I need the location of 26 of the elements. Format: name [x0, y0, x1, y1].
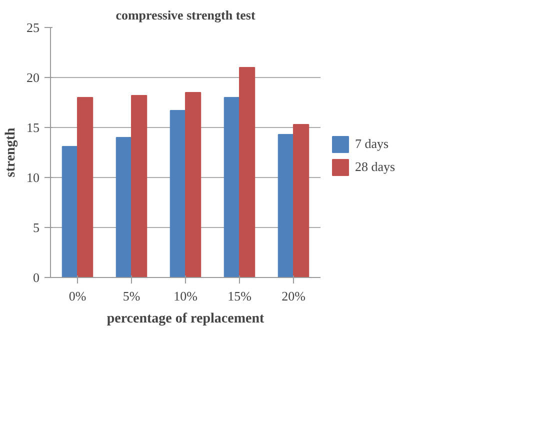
bar — [278, 134, 294, 278]
bar — [77, 97, 94, 278]
y-tick-label: 15 — [26, 120, 40, 135]
x-tick-label: 15% — [228, 288, 252, 304]
x-tick-label: 0% — [68, 288, 86, 304]
y-tick-label: 10 — [26, 170, 40, 185]
legend-label: 7 days — [355, 136, 389, 152]
x-axis-title: percentage of replacement — [106, 312, 264, 326]
bar — [131, 95, 148, 278]
y-tick-label: 0 — [33, 270, 40, 285]
y-tick-label: 25 — [26, 20, 40, 35]
bar — [62, 146, 78, 278]
bar — [239, 67, 256, 278]
y-tick-label: 20 — [26, 70, 40, 85]
bar — [293, 124, 310, 278]
bar — [116, 137, 132, 278]
bar — [224, 97, 240, 278]
x-tick-label: 10% — [174, 288, 198, 304]
y-axis-title: strength — [4, 128, 18, 178]
x-tick-label: 5% — [122, 288, 140, 304]
x-tick-label: 20% — [282, 288, 306, 304]
y-tick-label: 5 — [33, 220, 40, 235]
chart-title: compressive strength test — [116, 8, 256, 22]
legend-label: 28 days — [355, 159, 396, 175]
bar — [185, 92, 202, 278]
bar — [170, 110, 186, 278]
